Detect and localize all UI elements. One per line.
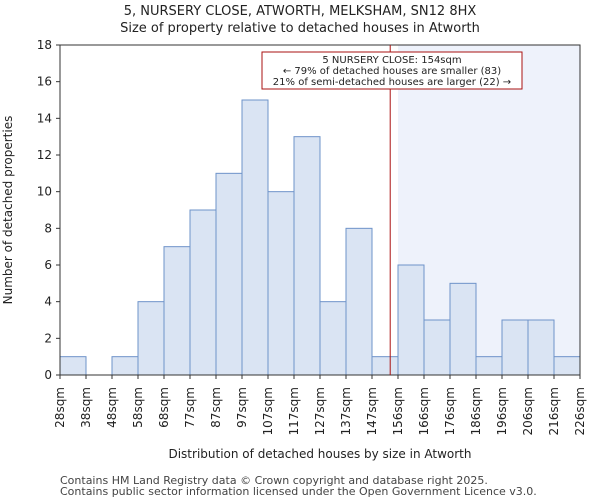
- annotation-line-3: 21% of semi-detached houses are larger (…: [273, 77, 511, 88]
- y-tick-label: 18: [37, 38, 52, 52]
- x-tick-label: 38sqm: [79, 387, 93, 428]
- bar-166sqm: [423, 319, 451, 376]
- chart-title: 5, NURSERY CLOSE, ATWORTH, MELKSHAM, SN1…: [123, 4, 477, 19]
- bar-107sqm: [267, 191, 295, 376]
- y-tick-label: 8: [44, 221, 52, 235]
- bar-97sqm: [241, 99, 269, 376]
- y-tick-label: 6: [44, 258, 52, 272]
- bar-196sqm: [501, 319, 529, 376]
- x-tick-label: 137sqm: [339, 387, 353, 435]
- x-axis-label: Distribution of detached houses by size …: [168, 447, 471, 461]
- annotation-box: [261, 51, 523, 90]
- bar-117sqm: [293, 136, 321, 376]
- x-tick-label: 68sqm: [157, 387, 171, 428]
- x-tick-label: 147sqm: [365, 387, 379, 435]
- bar-216sqm: [553, 356, 581, 376]
- annotation-line-2: ← 79% of detached houses are smaller (83…: [283, 66, 501, 77]
- x-tick-label: 87sqm: [209, 387, 223, 428]
- y-tick-label: 4: [44, 295, 52, 309]
- bar-48sqm: [111, 356, 139, 376]
- chart-subtitle: Size of property relative to detached ho…: [120, 21, 480, 36]
- x-tick-label: 216sqm: [547, 387, 561, 435]
- x-tick-label: 77sqm: [183, 387, 197, 428]
- footer-licence: Contains public sector information licen…: [60, 485, 537, 498]
- bar-137sqm: [345, 227, 373, 376]
- bar-206sqm: [527, 319, 555, 376]
- y-axis-label: Number of detached properties: [1, 116, 15, 305]
- bar-58sqm: [137, 301, 165, 376]
- bar-147sqm: [371, 356, 399, 376]
- y-tick-label: 0: [44, 368, 52, 382]
- bar-68sqm: [163, 246, 191, 376]
- bar-127sqm: [319, 301, 347, 376]
- x-tick-label: 97sqm: [235, 387, 249, 428]
- y-tick-label: 2: [44, 331, 52, 345]
- y-tick-label: 16: [37, 75, 52, 89]
- x-tick-label: 48sqm: [105, 387, 119, 428]
- y-tick-label: 12: [37, 148, 52, 162]
- x-tick-label: 196sqm: [495, 387, 509, 435]
- x-tick-label: 58sqm: [131, 387, 145, 428]
- bar-156sqm: [397, 264, 425, 376]
- annotation-line-1: 5 NURSERY CLOSE: 154sqm: [322, 55, 461, 66]
- bar-87sqm: [215, 172, 243, 376]
- footer-copyright: Contains HM Land Registry data © Crown c…: [60, 474, 488, 487]
- bar-77sqm: [189, 209, 217, 376]
- bar-176sqm: [449, 282, 477, 376]
- x-tick-label: 117sqm: [287, 387, 301, 435]
- x-tick-label: 206sqm: [521, 387, 535, 435]
- bar-186sqm: [475, 356, 503, 376]
- y-tick-label: 14: [37, 111, 52, 125]
- y-tick-label: 10: [37, 185, 52, 199]
- x-tick-label: 226sqm: [573, 387, 587, 435]
- x-tick-label: 107sqm: [261, 387, 275, 435]
- x-tick-label: 156sqm: [391, 387, 405, 435]
- bar-28sqm: [59, 356, 87, 376]
- x-tick-label: 176sqm: [443, 387, 457, 435]
- x-tick-label: 28sqm: [53, 387, 67, 428]
- x-tick-label: 186sqm: [469, 387, 483, 435]
- x-tick-label: 166sqm: [417, 387, 431, 435]
- x-tick-label: 127sqm: [313, 387, 327, 435]
